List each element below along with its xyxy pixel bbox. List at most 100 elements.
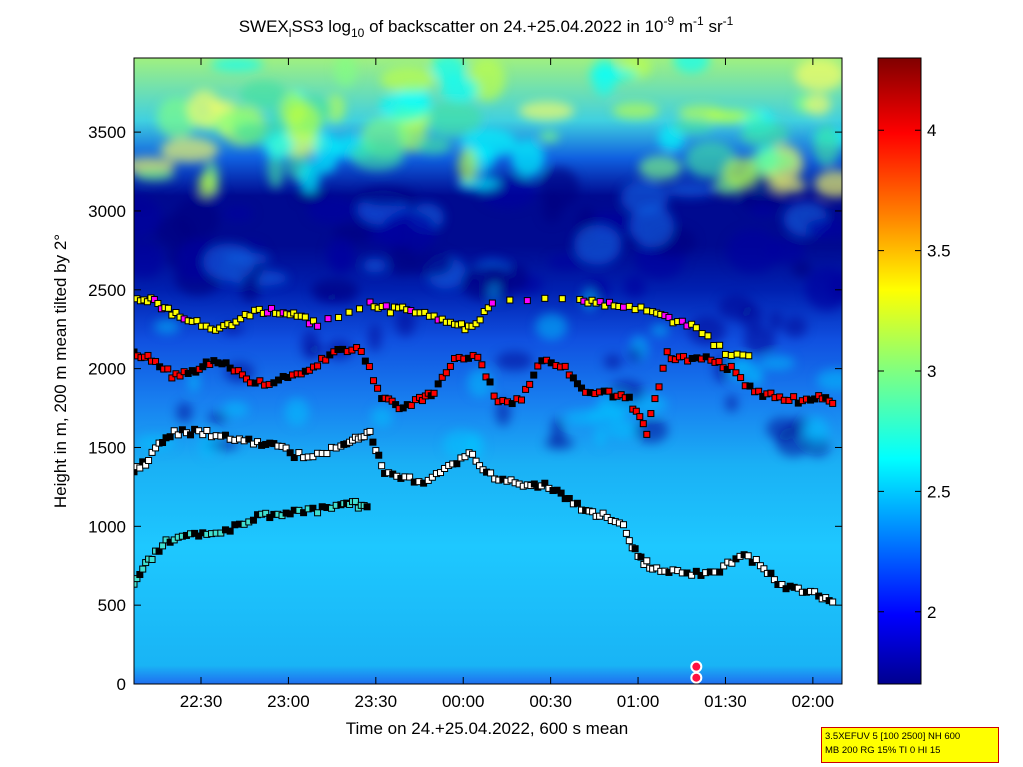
- detection-marker: [268, 304, 276, 312]
- detection-marker: [557, 489, 565, 497]
- texture-patch: [791, 260, 812, 278]
- detection-marker: [665, 313, 673, 321]
- detection-marker: [176, 372, 184, 380]
- detection-marker: [290, 454, 298, 462]
- detection-marker: [262, 509, 270, 517]
- detection-marker: [366, 298, 374, 306]
- texture-patch: [441, 76, 479, 102]
- detection-marker: [314, 362, 322, 370]
- chart-title: SWEXlSS3 log10 of backscatter on 24.+25.…: [239, 14, 734, 40]
- detection-marker: [636, 413, 644, 421]
- detection-marker: [295, 449, 303, 457]
- texture-patch: [629, 204, 675, 248]
- detection-marker: [522, 385, 530, 393]
- texture-patch: [210, 58, 264, 72]
- texture-patch: [541, 196, 562, 223]
- texture-patch: [814, 170, 842, 198]
- texture-patch: [314, 289, 339, 303]
- detection-marker: [434, 380, 442, 388]
- texture-patch: [298, 161, 321, 195]
- texture-patch: [240, 80, 288, 110]
- detection-marker: [692, 324, 700, 332]
- texture-patch: [460, 128, 517, 158]
- detection-marker: [643, 430, 651, 438]
- detection-marker: [309, 317, 317, 325]
- texture-patch: [307, 195, 356, 224]
- detection-marker: [366, 427, 374, 435]
- texture-patch: [326, 237, 356, 270]
- texture-patch: [638, 155, 682, 180]
- detection-marker: [715, 358, 723, 366]
- detection-marker: [739, 351, 747, 359]
- x-tick-label: 22:30: [180, 692, 223, 711]
- detection-marker: [168, 374, 176, 382]
- texture-patch: [740, 120, 789, 148]
- texture-patch: [805, 217, 842, 239]
- detection-marker: [369, 377, 377, 385]
- detection-marker: [245, 435, 253, 443]
- plot-frame: [133, 57, 843, 685]
- texture-patch: [263, 133, 294, 159]
- x-tick-label: 23:30: [355, 692, 398, 711]
- texture-patch: [804, 93, 831, 116]
- detection-marker: [144, 351, 152, 359]
- backscatter-patches: [134, 58, 842, 460]
- colorbar-tick-label: 2: [927, 603, 936, 622]
- detection-marker: [193, 317, 201, 325]
- detection-marker: [622, 529, 630, 537]
- y-tick-label: 1000: [88, 517, 126, 536]
- detection-marker: [249, 516, 257, 524]
- detection-marker: [716, 341, 724, 349]
- texture-patch: [224, 252, 271, 265]
- info-line-1: 3.5XEFUV 5 [100 2500] NH 600: [825, 731, 961, 742]
- x-axis-label: Time on 24.+25.04.2022, 600 s mean: [346, 719, 628, 738]
- detection-marker: [195, 427, 203, 435]
- texture-patch: [802, 416, 829, 445]
- detection-marker: [619, 521, 627, 529]
- detection-marker: [282, 444, 290, 452]
- detection-marker: [526, 380, 534, 388]
- texture-patch: [603, 354, 623, 370]
- detection-marker: [421, 308, 429, 316]
- texture-patch: [176, 402, 193, 423]
- texture-patch: [673, 58, 710, 74]
- detection-marker: [737, 374, 745, 382]
- detection-marker: [692, 567, 700, 575]
- texture-patch: [388, 245, 416, 266]
- detection-marker: [386, 309, 394, 317]
- detection-marker: [242, 375, 250, 383]
- detection-marker: [829, 598, 837, 606]
- detection-marker: [619, 303, 627, 311]
- detection-marker: [234, 367, 242, 375]
- detection-marker: [482, 373, 490, 381]
- detection-marker: [767, 569, 775, 577]
- detection-marker: [678, 317, 686, 325]
- detection-marker: [727, 362, 735, 370]
- detection-marker: [353, 344, 361, 352]
- texture-patch: [550, 417, 565, 445]
- texture-patch: [759, 355, 795, 371]
- detection-marker: [752, 556, 760, 564]
- detection-marker: [829, 399, 837, 407]
- detection-marker: [541, 294, 549, 302]
- detection-marker: [476, 316, 484, 324]
- detection-marker: [134, 468, 138, 476]
- texture-patch: [573, 224, 622, 265]
- texture-patch: [187, 90, 222, 129]
- texture-patch: [197, 172, 217, 198]
- detection-marker: [345, 308, 353, 316]
- detection-marker: [323, 450, 331, 458]
- texture-patch: [548, 254, 586, 270]
- detection-marker: [558, 295, 566, 303]
- detection-marker: [733, 350, 741, 358]
- detection-marker: [698, 330, 706, 338]
- x-tick-label: 00:00: [442, 692, 485, 711]
- texture-patch: [359, 186, 414, 206]
- detection-marker: [187, 431, 195, 439]
- detection-marker: [446, 362, 454, 370]
- detection-marker: [314, 322, 322, 330]
- detection-marker: [206, 360, 214, 368]
- texture-patch: [606, 419, 640, 440]
- detection-marker: [428, 473, 436, 481]
- detection-marker: [716, 568, 724, 576]
